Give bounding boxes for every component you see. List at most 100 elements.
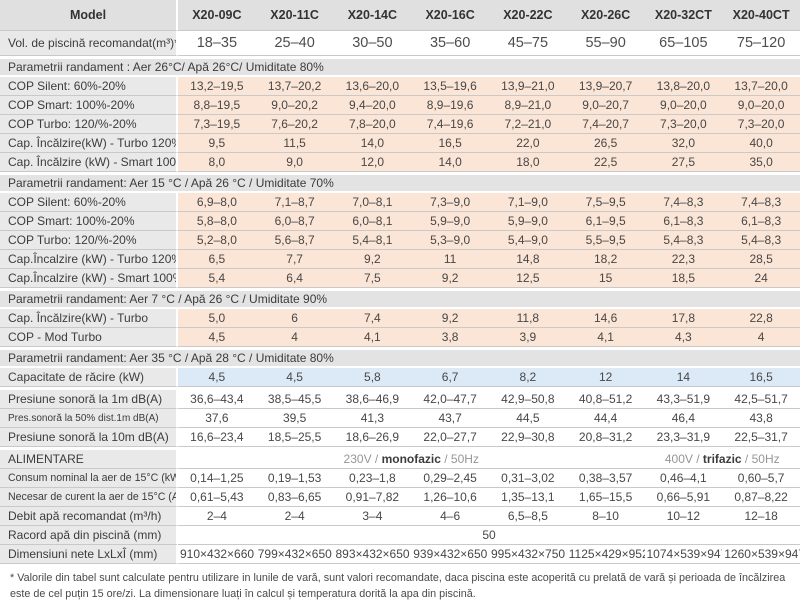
table-cell: 18,5 [645, 269, 723, 288]
table-cell: 5,3–9,0 [411, 231, 489, 250]
table-cell: 5,6–8,7 [256, 231, 334, 250]
table-cell: 36,6–43,4 [178, 387, 256, 409]
column-header-x20-22c: X20-22C [489, 0, 567, 31]
table-cell: 0,19–1,53 [256, 469, 334, 488]
table-cell: 0,91–7,82 [334, 488, 412, 507]
table-cell: 15 [567, 269, 645, 288]
table-cell: 13,5–19,6 [411, 77, 489, 96]
table-cell: 22,5 [567, 153, 645, 172]
table-cell: 46,4 [645, 409, 723, 428]
row-label: COP - Mod Turbo [0, 328, 178, 347]
table-cell: 0,29–2,45 [411, 469, 489, 488]
table-cell: 7,3–9,0 [411, 193, 489, 212]
table-cell: 7,8–20,0 [334, 115, 412, 134]
table-cell: 5,2–8,0 [178, 231, 256, 250]
table-cell: 4–6 [411, 507, 489, 526]
row-label: COP Smart: 100%-20% [0, 96, 178, 115]
table-cell: 6,5 [178, 250, 256, 269]
table-cell: 22,0–27,7 [411, 428, 489, 447]
table-cell: 25–40 [256, 31, 334, 56]
row-label: Dimensiuni nete LxLxÎ (mm) [0, 545, 178, 564]
row-label: Debit apă recomandat (m³/h) [0, 507, 178, 526]
table-cell: 2–4 [256, 507, 334, 526]
table-cell: 11,5 [256, 134, 334, 153]
table-cell: 7,7 [256, 250, 334, 269]
table-cell: 0,66–5,91 [645, 488, 723, 507]
table-cell: 4 [256, 328, 334, 347]
table-row: Necesar de curent la aer de 15°C (A)0,61… [0, 488, 800, 507]
table-cell: 24 [722, 269, 800, 288]
table-cell: 5,4–9,0 [489, 231, 567, 250]
table-cell: 42,9–50,8 [489, 387, 567, 409]
table-cell: 18,6–26,9 [334, 428, 412, 447]
section-row: Parametrii randament: Aer 7 °C / Apă 26 … [0, 288, 800, 309]
table-cell: 16,5 [411, 134, 489, 153]
table-cell: 65–105 [645, 31, 723, 56]
table-cell: 5,4–8,3 [645, 231, 723, 250]
table-cell: 9,2 [411, 309, 489, 328]
table-cell: 41,3 [334, 409, 412, 428]
table-cell: 32,0 [645, 134, 723, 153]
table-cell: 14,0 [334, 134, 412, 153]
table-cell: 1125×429×952 [567, 545, 645, 564]
row-label: Necesar de curent la aer de 15°C (A) [0, 488, 178, 507]
table-cell: 4,1 [334, 328, 412, 347]
table-cell: 50 [178, 526, 800, 545]
column-header-x20-40ct: X20-40CT [722, 0, 800, 31]
table-cell: 12 [567, 368, 645, 387]
row-label: COP Smart: 100%-20% [0, 212, 178, 231]
table-cell: 7,4 [334, 309, 412, 328]
table-cell: 7,5–9,5 [567, 193, 645, 212]
table-cell: 40,0 [722, 134, 800, 153]
table-cell: 35,0 [722, 153, 800, 172]
table-cell: 8,8–19,5 [178, 96, 256, 115]
table-cell: 27,5 [645, 153, 723, 172]
table-cell: 39,5 [256, 409, 334, 428]
table-cell: 30–50 [334, 31, 412, 56]
column-header-x20-16c: X20-16C [411, 0, 489, 31]
table-cell: 13,6–20,0 [334, 77, 412, 96]
table-cell: 6,7 [411, 368, 489, 387]
table-cell: 18,2 [567, 250, 645, 269]
table-cell: 5,4 [178, 269, 256, 288]
table-cell: 11,8 [489, 309, 567, 328]
table-cell: 22,9–30,8 [489, 428, 567, 447]
row-label: Capacitate de răcire (kW) [0, 368, 178, 387]
table-cell: 7,4–8,3 [722, 193, 800, 212]
table-cell: 9,0 [256, 153, 334, 172]
row-label: COP Silent: 60%-20% [0, 77, 178, 96]
table-cell: 5,0 [178, 309, 256, 328]
table-cell: 13,9–21,0 [489, 77, 567, 96]
table-cell: 14,0 [411, 153, 489, 172]
table-cell: 7,4–8,3 [645, 193, 723, 212]
table-cell: 42,0–47,7 [411, 387, 489, 409]
table-cell: 37,6 [178, 409, 256, 428]
footnote: * Valorile din tabel sunt calculate pent… [0, 564, 800, 602]
section-title: Parametrii randament: Aer 35 °C / Apă 28… [0, 347, 800, 368]
table-cell: 9,0–20,2 [256, 96, 334, 115]
table-row: Racord apă din piscină (mm)50 [0, 526, 800, 545]
table-cell: 4,5 [178, 368, 256, 387]
table-cell: 5,4–8,1 [334, 231, 412, 250]
table-cell: 5,8 [334, 368, 412, 387]
row-label: Vol. de piscină recomandat(m³)* [0, 31, 178, 56]
table-cell: 6,4 [256, 269, 334, 288]
table-cell: 18–35 [178, 31, 256, 56]
table-cell: 7,4–20,7 [567, 115, 645, 134]
table-cell: 910×432×660 [178, 545, 256, 564]
table-cell: 1,35–13,1 [489, 488, 567, 507]
table-cell: 38,6–46,9 [334, 387, 412, 409]
table-cell: 6,9–8,0 [178, 193, 256, 212]
